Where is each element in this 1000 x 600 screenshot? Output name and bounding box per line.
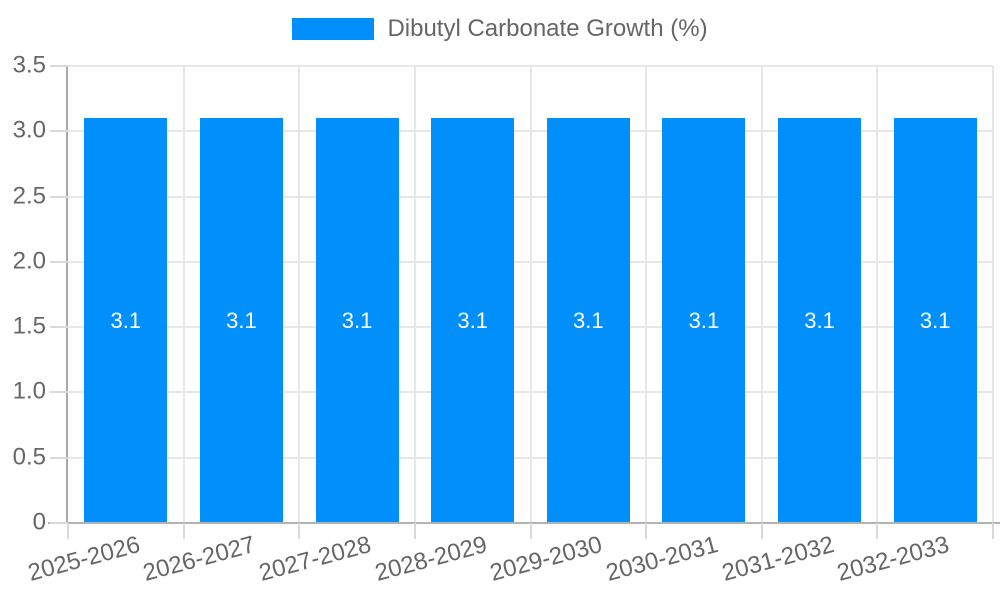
x-tick-label: 2027-2028 [256,531,375,587]
bar[interactable]: 3.1 [662,118,746,523]
y-axis-tick [50,326,68,329]
y-axis-tick [50,456,68,459]
gridline-vertical [298,66,301,523]
y-axis-line [66,66,68,524]
y-axis-tick [50,195,68,198]
y-tick-label: 0 [32,508,46,536]
bar[interactable]: 3.1 [199,118,283,523]
plot-area: 3.1 3.1 3.1 3.1 3.1 3.1 3.1 3.1 [68,65,994,523]
y-tick-label: 0.5 [12,443,46,471]
x-tick-label: 2028-2029 [371,531,490,587]
gridline-vertical [760,66,763,523]
y-tick-label: 3.5 [12,51,46,79]
bar-value-label: 3.1 [573,307,604,333]
gridline-vertical [413,66,416,523]
y-tick-label: 2.5 [12,182,46,210]
bar-value-label: 3.1 [804,307,835,333]
y-tick-label: 1.0 [12,377,46,405]
bar-value-label: 3.1 [688,307,720,333]
gridline-vertical [182,66,185,523]
x-axis-tick [529,523,532,539]
x-axis-tick [992,523,994,539]
bar[interactable]: 3.1 [546,118,630,523]
bar[interactable]: 3.1 [315,118,399,523]
x-tick-label: 2026-2027 [140,531,259,587]
x-axis-line [48,522,1000,524]
y-axis-tick [50,260,68,263]
x-axis-tick [876,523,879,539]
y-tick-label: 2.0 [12,247,46,275]
x-tick-label: 2030-2031 [603,531,721,587]
bar-value-label: 3.1 [110,307,142,333]
x-axis-tick [413,523,416,539]
y-axis-tick [50,391,68,394]
bar[interactable]: 3.1 [893,118,977,523]
legend-swatch [292,18,375,40]
x-axis-tick [645,523,648,539]
bar[interactable]: 3.1 [431,118,515,523]
gridline-vertical [529,66,532,523]
bar-value-label: 3.1 [226,307,257,333]
gridline-vertical [876,66,879,523]
x-tick-label: 2032-2033 [834,531,953,587]
y-axis-tick [50,130,68,133]
bar[interactable]: 3.1 [778,118,862,523]
bar-value-label: 3.1 [919,307,951,333]
legend-label: Dibutyl Carbonate Growth (%) [387,15,708,42]
x-axis-tick [298,523,301,539]
x-tick-label: 2031-2032 [718,531,837,587]
x-axis-tick [182,523,185,539]
y-tick-label: 3.0 [12,116,46,144]
y-axis-tick [50,522,68,524]
x-axis-tick [760,523,763,539]
x-tick-label: 2029-2030 [487,531,606,587]
bar[interactable]: 3.1 [84,118,168,523]
bar-value-label: 3.1 [457,307,488,333]
chart-legend[interactable]: Dibutyl Carbonate Growth (%) [0,14,1000,44]
x-axis-tick [67,523,69,539]
gridline-vertical [992,66,994,523]
y-axis-tick [50,65,68,67]
gridline-vertical [645,66,648,523]
x-tick-label: 2025-2026 [24,531,143,587]
bar-value-label: 3.1 [341,307,373,333]
y-tick-label: 1.5 [12,312,46,340]
